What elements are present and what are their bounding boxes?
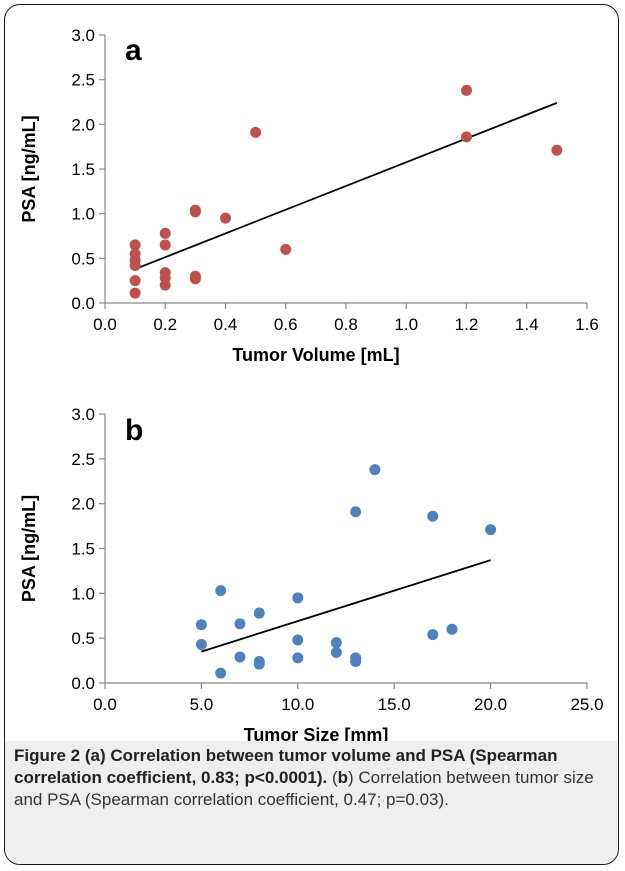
x-tick-label: 0.8 [334,315,358,334]
panel-letter: b [125,414,143,447]
data-point [461,131,472,143]
data-point [292,634,304,646]
trendline [134,102,558,270]
y-axis-title: PSA [ng/mL] [19,115,39,222]
y-tick-label: 2.5 [71,71,95,90]
y-tick-label: 0.0 [71,674,95,693]
x-tick-label: 1.0 [394,315,418,334]
charts-svg: 0.0 0.5 1.0 1.5 2.0 2.5 3.0 0.0 0.2 0.4 0.6 0.8 1.0 1… [19,26,604,745]
data-point [330,647,342,659]
y-tick-label: 0.0 [71,294,95,313]
data-point [253,658,265,670]
panel-b-chart: 0.0 0.5 1.0 1.5 2.0 2.5 3.0 0.0 5.0 10.0 15.0 20.0 2… [19,405,604,745]
y-tick-label: 1.5 [71,540,95,559]
data-point [129,239,141,251]
x-tick-label: 0.0 [93,315,117,334]
panel-a-chart: 0.0 0.5 1.0 1.5 2.0 2.5 3.0 0.0 0.2 0.4 0.6 0.8 1.0 1… [19,26,599,365]
x-axis-title: Tumor Size [mm] [244,725,389,745]
y-tick-label: 1.5 [71,160,95,179]
x-tick-label: 25.0 [570,695,603,714]
data-point [292,652,304,664]
data-point [253,607,265,619]
x-tick-label: 1.2 [455,315,479,334]
data-point [159,227,171,239]
data-point [350,506,362,518]
y-tick-label: 0.5 [71,249,95,268]
data-point [369,464,381,476]
y-tick-label: 2.0 [71,115,95,134]
x-tick-label: 0.2 [153,315,177,334]
data-point [427,510,439,522]
data-point [195,619,207,631]
data-point [129,287,141,299]
data-point [350,655,362,667]
x-tick-label: 10.0 [281,695,314,714]
y-tick-label: 1.0 [71,584,95,603]
data-point [485,524,497,536]
data-point [551,144,563,156]
x-tick-label: 0.6 [274,315,298,334]
y-tick-label: 2.0 [71,495,95,514]
x-tick-label: 1.4 [515,315,539,334]
caption-part-b-letter: b [337,768,349,787]
caption-background [5,741,617,864]
data-point [159,239,171,251]
figure-caption: Figure 2 (a) Correlation between tumor v… [14,745,604,811]
x-tick-label: 15.0 [378,695,411,714]
data-point [292,592,304,604]
data-point [220,212,231,224]
figure-card: 0.0 0.5 1.0 1.5 2.0 2.5 3.0 0.0 0.2 0.4 0.6 0.8 1.0 1… [4,4,619,865]
x-tick-label: 0.0 [93,695,117,714]
data-point [280,243,292,255]
y-tick-label: 0.5 [71,629,95,648]
y-tick-label: 3.0 [71,26,95,45]
caption-part-a: (a) Correlation between tumor volume and… [14,746,558,787]
caption-figure-label: Figure 2 [14,746,81,765]
data-point [446,623,458,635]
data-point [427,629,439,641]
data-point [330,637,342,649]
data-point [159,279,171,291]
x-axis-title: Tumor Volume [mL] [232,345,399,365]
x-tick-label: 1.6 [575,315,599,334]
x-tick-label: 0.4 [214,315,238,334]
caption-part-b-text: ) Correlation between tumor size and PSA… [14,768,594,809]
x-tick-label: 5.0 [190,695,214,714]
y-tick-label: 3.0 [71,405,95,424]
y-axis-title: PSA [ng/mL] [19,495,39,602]
data-point [129,275,141,287]
x-tick-label: 20.0 [474,695,507,714]
data-point [129,259,141,271]
data-point [189,206,201,218]
data-point [461,84,472,96]
data-point [195,638,207,650]
data-point [215,667,227,679]
data-point [250,126,262,138]
caption-part-b-open: ( [331,768,338,787]
data-point [234,651,246,663]
data-point [234,618,246,630]
y-tick-label: 2.5 [71,450,95,469]
y-tick-label: 1.0 [71,205,95,224]
trendline [201,559,491,653]
data-point [189,273,201,285]
data-point [215,585,227,597]
panel-letter: a [125,34,142,67]
